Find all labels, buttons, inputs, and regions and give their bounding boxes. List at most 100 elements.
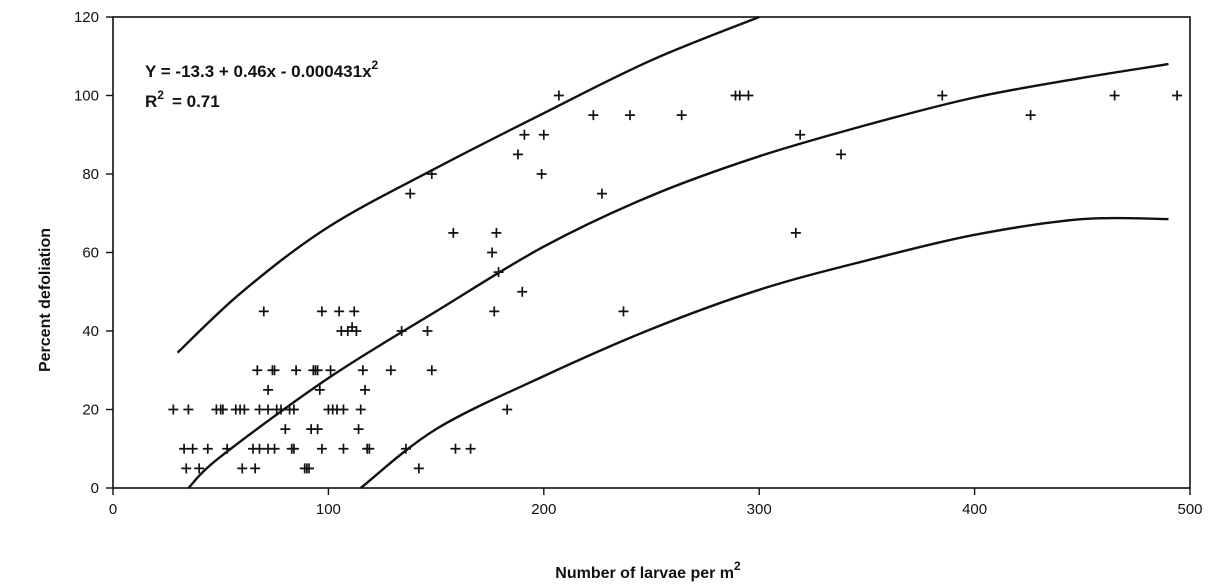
data-point [618, 306, 629, 317]
data-point [734, 90, 745, 101]
data-point [588, 110, 599, 121]
data-point [291, 365, 302, 376]
data-point [194, 463, 205, 474]
y-tick-label: 80 [82, 166, 99, 183]
curve-lower-bound [359, 216, 1169, 489]
data-point [312, 424, 323, 435]
data-point [1025, 110, 1036, 121]
data-point [491, 227, 502, 238]
data-point [426, 365, 437, 376]
data-point [263, 384, 274, 395]
data-point [396, 326, 407, 336]
data-point [795, 129, 806, 140]
y-axis-title: Percent defoliation [37, 228, 54, 372]
data-point [502, 404, 513, 415]
data-point [314, 384, 325, 395]
data-point [338, 443, 349, 454]
x-tick-label: 100 [316, 501, 341, 518]
y-tick-label: 60 [82, 245, 99, 262]
fitted-curves [176, 15, 1169, 489]
data-point [553, 90, 564, 101]
data-point [217, 404, 228, 415]
data-point [385, 365, 396, 376]
data-point [676, 110, 687, 121]
data-point [353, 424, 364, 435]
data-point [512, 149, 523, 160]
x-tick-label: 400 [962, 501, 987, 518]
data-point [316, 306, 327, 317]
data-points [168, 90, 1183, 474]
data-point [269, 443, 280, 454]
data-point [426, 169, 437, 179]
data-point [304, 463, 315, 474]
data-point [405, 188, 416, 199]
data-point [536, 169, 547, 179]
data-point [254, 443, 265, 454]
data-point [202, 443, 213, 454]
data-point [1172, 90, 1183, 101]
curve-fit [187, 62, 1169, 489]
data-point [288, 404, 299, 415]
data-point [836, 149, 847, 160]
data-point [538, 129, 549, 140]
data-point [743, 90, 754, 101]
data-point [179, 443, 190, 454]
data-point [1109, 90, 1120, 101]
data-point [187, 443, 198, 454]
data-point [360, 384, 371, 395]
data-point [254, 404, 265, 415]
data-point [351, 326, 362, 336]
curve-upper-bound [176, 15, 760, 354]
data-point [596, 188, 607, 199]
x-tick-label: 0 [109, 501, 117, 518]
x-tick-label: 300 [747, 501, 772, 518]
r-squared-label: R2 = 0.71 [145, 88, 220, 111]
data-point [357, 365, 368, 376]
data-point [239, 404, 250, 415]
data-point [790, 227, 801, 238]
data-point [280, 424, 291, 435]
data-point [288, 443, 299, 454]
data-point [624, 110, 635, 121]
data-point [263, 404, 274, 415]
y-tick-label: 20 [82, 402, 99, 419]
x-tick-label: 500 [1177, 501, 1202, 518]
y-tick-label: 0 [91, 480, 99, 497]
data-point [349, 306, 360, 317]
data-point [250, 463, 261, 474]
data-point [316, 443, 327, 454]
data-point [450, 443, 461, 454]
x-axis-title: Number of larvae per m2 [555, 559, 741, 582]
data-point [334, 306, 345, 317]
x-axis-ticks: 0 100 200 300 400 500 [109, 488, 1203, 518]
data-point [276, 404, 287, 415]
data-point [222, 443, 233, 454]
data-point [489, 306, 500, 317]
y-axis-ticks: 0 20 40 60 80 100 120 [74, 9, 113, 497]
data-point [252, 365, 263, 376]
data-point [258, 306, 269, 317]
data-point [312, 365, 323, 376]
data-point [400, 443, 411, 454]
data-point [181, 463, 192, 474]
y-tick-label: 40 [82, 323, 99, 340]
data-point [355, 404, 366, 415]
data-point [364, 443, 375, 454]
data-point [168, 404, 179, 415]
regression-equation: Y = -13.3 + 0.46x - 0.000431x2 [145, 58, 379, 81]
data-point [413, 463, 424, 474]
data-point [519, 129, 530, 140]
data-point [487, 247, 498, 258]
x-tick-label: 200 [531, 501, 556, 518]
data-point [183, 404, 194, 415]
data-point [937, 90, 948, 101]
data-point [422, 326, 433, 336]
data-point [517, 286, 528, 297]
data-point [325, 365, 336, 376]
y-tick-label: 120 [74, 9, 99, 26]
data-point [237, 463, 248, 474]
data-point [493, 267, 504, 278]
data-point [269, 365, 280, 376]
y-tick-label: 100 [74, 88, 99, 105]
